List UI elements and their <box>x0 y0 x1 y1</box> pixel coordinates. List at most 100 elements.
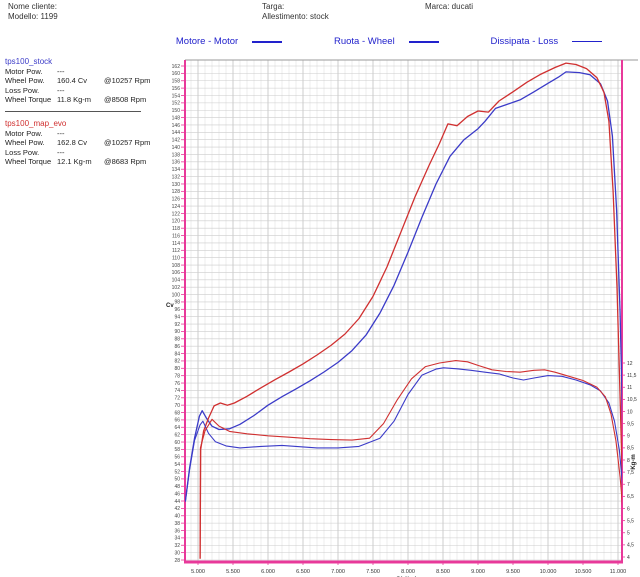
svg-text:10.000: 10.000 <box>540 569 557 575</box>
run-info-panel: tps100_stock Motor Pow. --- Wheel Pow. 160… <box>5 57 155 168</box>
legend-item-motor[interactable]: Motore - Motor <box>175 36 283 47</box>
loss-line-swatch <box>572 41 603 42</box>
svg-text:10: 10 <box>627 409 633 415</box>
run-block-stock: tps100_stock Motor Pow. --- Wheel Pow. 160… <box>5 57 155 105</box>
run-divider <box>5 110 141 112</box>
svg-text:70: 70 <box>174 403 180 409</box>
row-label: Loss Pow. <box>5 85 40 95</box>
row-label: Wheel Pow. <box>5 138 45 148</box>
svg-text:8,5: 8,5 <box>627 446 634 452</box>
run-name-stock[interactable]: tps100_stock <box>5 57 53 66</box>
legend-wheel-label: Ruota - Wheel <box>333 36 395 47</box>
brand-header: Marca: ducati <box>425 2 473 12</box>
svg-text:48: 48 <box>174 484 180 490</box>
svg-text:68: 68 <box>174 410 180 416</box>
svg-text:9.000: 9.000 <box>471 569 485 575</box>
svg-text:148: 148 <box>172 115 181 121</box>
series-stock-wheel-power <box>185 71 622 502</box>
svg-text:Cv: Cv <box>166 303 174 309</box>
svg-text:96: 96 <box>174 307 180 313</box>
svg-text:154: 154 <box>172 93 181 99</box>
svg-text:98: 98 <box>174 300 180 306</box>
svg-text:124: 124 <box>172 204 181 210</box>
motor-line-swatch <box>252 40 283 43</box>
row-rpm: @10257 Rpm <box>104 138 151 148</box>
svg-text:42: 42 <box>174 506 180 512</box>
evo-motor-power-row: Motor Pow. --- <box>5 129 155 139</box>
svg-text:106: 106 <box>172 270 181 276</box>
svg-text:134: 134 <box>172 167 181 173</box>
svg-text:5.000: 5.000 <box>191 569 205 575</box>
svg-text:162: 162 <box>172 64 181 70</box>
svg-text:118: 118 <box>172 226 180 232</box>
svg-text:8: 8 <box>627 458 630 464</box>
svg-text:146: 146 <box>172 123 181 129</box>
svg-text:78: 78 <box>174 373 180 379</box>
svg-text:58: 58 <box>174 447 180 453</box>
svg-text:5: 5 <box>627 531 630 537</box>
svg-text:126: 126 <box>172 197 181 203</box>
svg-text:82: 82 <box>174 359 180 365</box>
series-evo-wheel-torque <box>199 360 622 559</box>
stock-wheel-torque-row: Wheel Torque 11.8 Kg-m @8508 Rpm <box>5 95 155 105</box>
svg-text:11,5: 11,5 <box>627 373 637 379</box>
svg-text:86: 86 <box>174 344 180 350</box>
svg-text:116: 116 <box>172 233 180 239</box>
legend-loss-label: Dissipata - Loss <box>490 36 559 47</box>
legend-item-wheel[interactable]: Ruota - Wheel <box>334 36 439 47</box>
svg-text:44: 44 <box>174 499 180 505</box>
svg-text:5,5: 5,5 <box>627 518 634 524</box>
svg-text:32: 32 <box>174 543 180 549</box>
plate-label: Targa: <box>262 2 285 11</box>
svg-text:38: 38 <box>174 521 180 527</box>
row-value: --- <box>57 147 65 157</box>
svg-text:56: 56 <box>174 455 180 461</box>
svg-text:156: 156 <box>172 86 181 92</box>
svg-text:9: 9 <box>627 434 630 440</box>
svg-text:100: 100 <box>172 292 181 298</box>
row-value: 162.8 Cv <box>57 138 88 148</box>
brand-label: Marca: ducati <box>425 2 474 11</box>
svg-text:52: 52 <box>174 469 180 475</box>
svg-text:12: 12 <box>627 361 633 367</box>
svg-text:30: 30 <box>174 550 180 556</box>
svg-text:144: 144 <box>172 130 181 136</box>
model-label: Modello: 1199 <box>8 12 58 21</box>
svg-text:132: 132 <box>172 174 181 180</box>
svg-text:7.000: 7.000 <box>331 569 345 575</box>
legend-item-loss[interactable]: Dissipata - Loss <box>490 36 603 47</box>
svg-text:9.500: 9.500 <box>506 569 520 575</box>
svg-text:130: 130 <box>172 182 181 188</box>
svg-text:62: 62 <box>174 432 180 438</box>
svg-text:158: 158 <box>172 79 181 85</box>
series-stock-wheel-torque <box>185 367 622 502</box>
svg-text:60: 60 <box>174 440 180 446</box>
customer-name-label: Nome cliente: <box>8 2 57 11</box>
row-value: 12.1 Kg-m <box>57 157 92 167</box>
legend-motor-label: Motore - Motor <box>175 36 239 47</box>
run-name-map-evo[interactable]: tps100_map_evo <box>5 118 67 128</box>
svg-text:66: 66 <box>174 418 180 424</box>
svg-text:80: 80 <box>174 366 180 372</box>
svg-text:54: 54 <box>174 462 180 468</box>
row-rpm: @8683 Rpm <box>104 157 147 167</box>
svg-text:46: 46 <box>174 491 180 497</box>
row-value: 11.8 Kg-m <box>57 95 92 105</box>
svg-text:50: 50 <box>174 477 180 483</box>
svg-text:11.000: 11.000 <box>610 569 626 575</box>
row-value: --- <box>57 85 65 95</box>
trim-label: Allestimento: stock <box>262 12 329 21</box>
svg-text:10,5: 10,5 <box>627 397 637 403</box>
svg-text:11: 11 <box>627 385 632 391</box>
svg-text:150: 150 <box>172 108 181 114</box>
evo-loss-power-row: Loss Pow. --- <box>5 148 155 158</box>
stock-wheel-power-row: Wheel Pow. 160.4 Cv @10257 Rpm <box>5 76 155 86</box>
svg-text:76: 76 <box>174 381 180 387</box>
evo-wheel-power-row: Wheel Pow. 162.8 Cv @10257 Rpm <box>5 138 155 148</box>
svg-text:6,5: 6,5 <box>627 494 634 500</box>
svg-text:36: 36 <box>174 528 180 534</box>
svg-text:8.500: 8.500 <box>436 569 450 575</box>
row-rpm: @8508 Rpm <box>104 95 147 105</box>
svg-text:112: 112 <box>172 248 180 254</box>
svg-text:142: 142 <box>172 138 181 144</box>
